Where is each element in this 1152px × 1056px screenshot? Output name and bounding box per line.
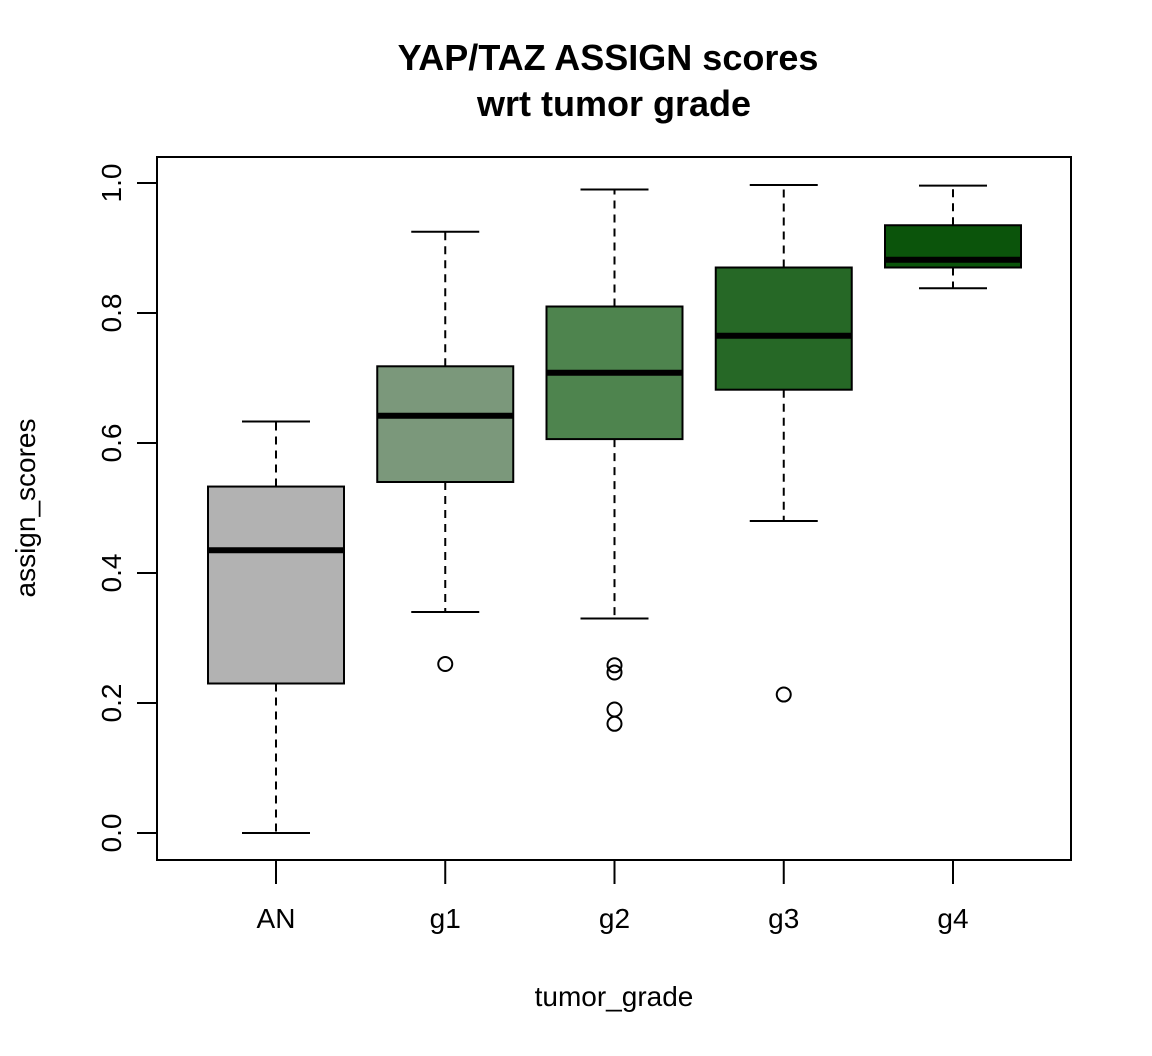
iqr-box <box>376 365 515 483</box>
x-axis-label: tumor_grade <box>535 981 694 1012</box>
x-tick-label: g3 <box>768 903 799 934</box>
outlier-point <box>437 656 454 672</box>
y-tick-label: 0.8 <box>96 294 127 333</box>
x-tick-label: g1 <box>430 903 461 934</box>
chart-title-line-1: YAP/TAZ ASSIGN scores <box>398 37 819 78</box>
chart-title-line-2: wrt tumor grade <box>476 83 751 124</box>
x-tick-label: g4 <box>937 903 968 934</box>
y-axis-label: assign_scores <box>10 419 41 598</box>
y-tick-label: 0.0 <box>96 814 127 853</box>
box-an <box>207 420 345 834</box>
outlier-point <box>606 664 623 681</box>
outlier-point <box>606 715 623 732</box>
outlier-point <box>606 657 623 674</box>
y-tick-label: 1.0 <box>96 164 127 203</box>
box-g2 <box>545 188 684 732</box>
box-g1 <box>376 230 515 672</box>
x-axis: AN g1 g2 g3 g4 <box>257 860 969 934</box>
outlier-point <box>775 686 792 703</box>
y-axis: 0.0 0.2 0.4 0.6 0.8 1.0 <box>96 164 158 853</box>
x-tick-label: g2 <box>599 903 630 934</box>
outlier-point <box>606 701 623 718</box>
y-tick-label: 0.2 <box>96 684 127 723</box>
box-g3 <box>714 183 853 703</box>
y-tick-label: 0.4 <box>96 554 127 593</box>
iqr-box <box>207 485 345 685</box>
iqr-box <box>714 266 853 391</box>
x-tick-label: AN <box>257 903 296 934</box>
box-g4 <box>884 184 1022 290</box>
chart-marks <box>207 183 1022 834</box>
y-tick-label: 0.6 <box>96 424 127 463</box>
